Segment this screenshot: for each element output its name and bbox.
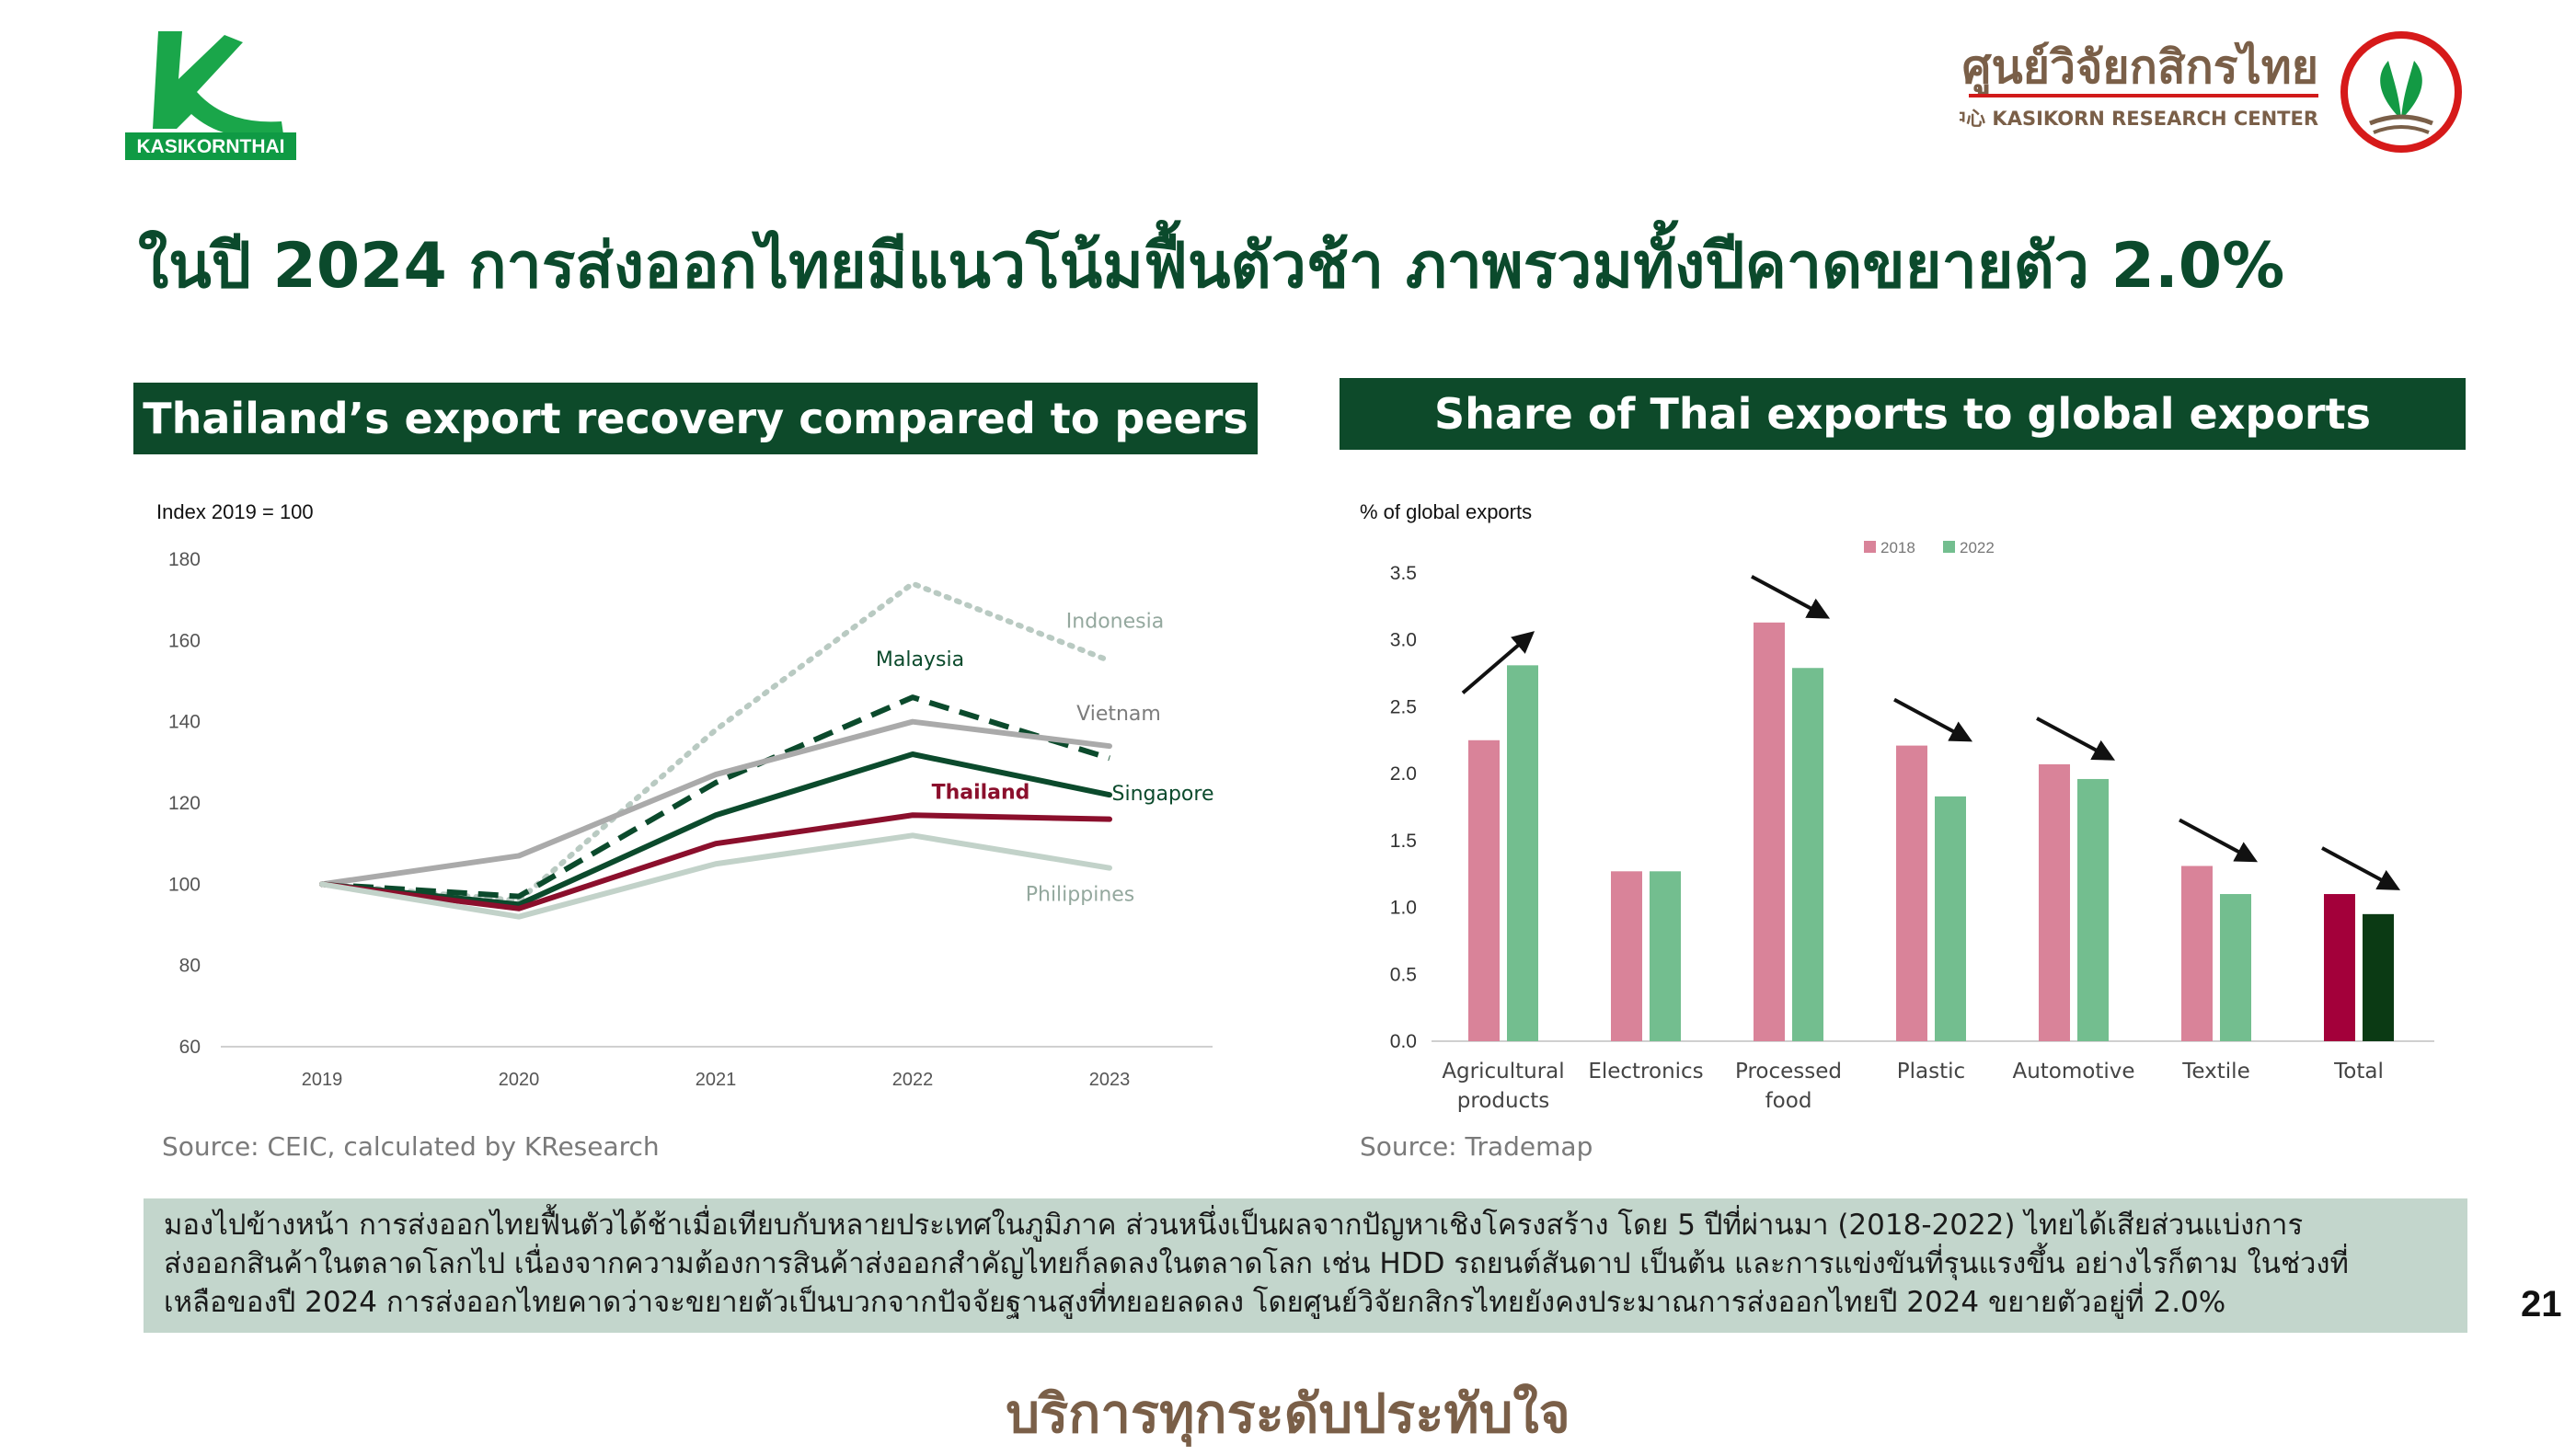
- series-label-singapore: Singapore: [1112, 783, 1214, 806]
- bar-2018-1: [1611, 871, 1642, 1041]
- legend-swatch-2018: [1864, 541, 1876, 553]
- series-line-indonesia: [319, 580, 1112, 903]
- bar-2018-6: [2324, 894, 2355, 1041]
- bar-category-label: Plastic: [1897, 1060, 1965, 1083]
- line-x-tick-label: 2019: [302, 1070, 343, 1090]
- bar-category-label: Processed: [1735, 1060, 1842, 1083]
- bar-y-tick-label: 2.5: [1390, 696, 1417, 717]
- bar-2018-3: [1896, 745, 1927, 1041]
- series-line-thailand: [319, 812, 1112, 911]
- trend-arrow-down: [2036, 717, 2116, 761]
- summary-box: มองไปข้างหน้า การส่งออกไทยฟื้นตัวได้ช้าเ…: [144, 1198, 2467, 1333]
- line-y-tick-label: 180: [168, 549, 201, 570]
- series-label-vietnam: Vietnam: [1076, 703, 1161, 726]
- right-chart-header: Share of Thai exports to global exports: [1340, 378, 2466, 450]
- kasikornthai-k-icon: KASIKORNTHAI: [125, 31, 296, 160]
- bar-category-label: Agricultural: [1442, 1060, 1564, 1083]
- bar-2018-0: [1468, 739, 1500, 1041]
- bar-2018-2: [1754, 622, 1785, 1041]
- line-y-tick-label: 80: [179, 956, 201, 977]
- bar-2018-5: [2181, 866, 2213, 1041]
- trend-arrow-down: [2179, 818, 2259, 863]
- bar-2022-4: [2077, 778, 2109, 1041]
- summary-line: เหลือของปี 2024 การส่งออกไทยคาดว่าจะขยาย…: [164, 1286, 2226, 1319]
- bar-2022-0: [1507, 665, 1538, 1041]
- kasikornthai-brand-text: KASIKORNTHAI: [137, 136, 285, 157]
- line-x-tick-label: 2022: [892, 1070, 934, 1090]
- bar-category-label: products: [1457, 1089, 1549, 1113]
- page-title: ในปี 2024 การส่งออกไทยมีแนวโน้มฟื้นตัวช้…: [138, 230, 2285, 303]
- line-chart: Index 2019 = 100 60 80 100 120 140 160 180 2019 2…: [156, 500, 1214, 1090]
- krc-emblem-icon: [2337, 28, 2466, 156]
- series-line-vietnam: [319, 718, 1112, 888]
- bar-2018-4: [2039, 763, 2070, 1041]
- page-number: 21: [2521, 1284, 2562, 1324]
- bar-2022-6: [2363, 913, 2394, 1041]
- line-x-tick-label: 2021: [696, 1070, 737, 1090]
- trend-arrow-down: [1893, 697, 1973, 742]
- bar-category-label: Total: [2333, 1060, 2384, 1083]
- left-chart-header: Thailand’s export recovery compared to p…: [133, 383, 1258, 454]
- legend-label-2022: 2022: [1960, 539, 1995, 556]
- bar-y-tick-label: 3.0: [1390, 630, 1417, 651]
- series-label-malaysia: Malaysia: [876, 648, 964, 671]
- trend-arrow-down: [1751, 575, 1831, 619]
- bar-y-tick-label: 0.5: [1390, 964, 1417, 985]
- series-label-thailand: Thailand: [932, 781, 1030, 804]
- bar-y-tick-label: 0.0: [1390, 1031, 1417, 1052]
- bar-chart: % of global exports 0.0 0.5 1.0 1.5 2.0 2.5 3.0…: [1360, 500, 2434, 1113]
- series-label-indonesia: Indonesia: [1066, 610, 1164, 633]
- left-chart-source: Source: CEIC, calculated by KResearch: [162, 1131, 660, 1162]
- trend-arrow-down: [2321, 846, 2401, 890]
- series-line-philippines: [319, 832, 1112, 920]
- line-x-tick-label: 2023: [1089, 1070, 1131, 1090]
- bar-category-label: Textile: [2181, 1060, 2249, 1083]
- line-y-tick-label: 140: [168, 712, 201, 733]
- bar-y-tick-label: 1.5: [1390, 831, 1417, 852]
- trend-arrow-up: [1461, 631, 1535, 694]
- line-x-tick-label: 2020: [499, 1070, 540, 1090]
- summary-line: ส่งออกสินค้าในตลาดโลกไป เนื่องจากความต้อ…: [164, 1247, 2349, 1280]
- bar-2022-1: [1650, 871, 1681, 1041]
- summary-line: มองไปข้างหน้า การส่งออกไทยฟื้นตัวได้ช้าเ…: [164, 1209, 2304, 1242]
- bar-2022-5: [2220, 894, 2251, 1041]
- bar-category-label: Electronics: [1588, 1060, 1703, 1083]
- legend-swatch-2022: [1943, 541, 1955, 553]
- line-y-tick-label: 100: [168, 874, 201, 895]
- footer-slogan: บริการทุกระดับประทับใจ: [1006, 1382, 1570, 1445]
- bar-category-label: food: [1765, 1089, 1812, 1113]
- bar-category-label: Automotive: [2012, 1060, 2134, 1083]
- line-y-tick-label: 160: [168, 630, 201, 651]
- line-y-tick-label: 60: [179, 1037, 201, 1058]
- bar-y-tick-label: 2.0: [1390, 763, 1417, 785]
- bar-y-tick-label: 1.0: [1390, 898, 1417, 919]
- series-label-philippines: Philippines: [1026, 884, 1135, 907]
- bar-2022-2: [1792, 668, 1823, 1041]
- bar-y-tick-label: 3.5: [1390, 563, 1417, 584]
- bar-2022-3: [1935, 796, 1966, 1041]
- legend-label-2018: 2018: [1880, 539, 1915, 556]
- series-line-malaysia: [321, 694, 1110, 900]
- right-chart-source: Source: Trademap: [1360, 1131, 1593, 1162]
- krc-title-thai: ศูนย์วิจัยกสิกรไทย: [1962, 40, 2318, 96]
- bar-chart-ylabel: % of global exports: [1360, 500, 1532, 523]
- line-chart-ylabel: Index 2019 = 100: [156, 500, 314, 523]
- line-y-tick-label: 120: [168, 793, 201, 814]
- kasikornthai-logo: KASIKORNTHAI: [125, 26, 300, 160]
